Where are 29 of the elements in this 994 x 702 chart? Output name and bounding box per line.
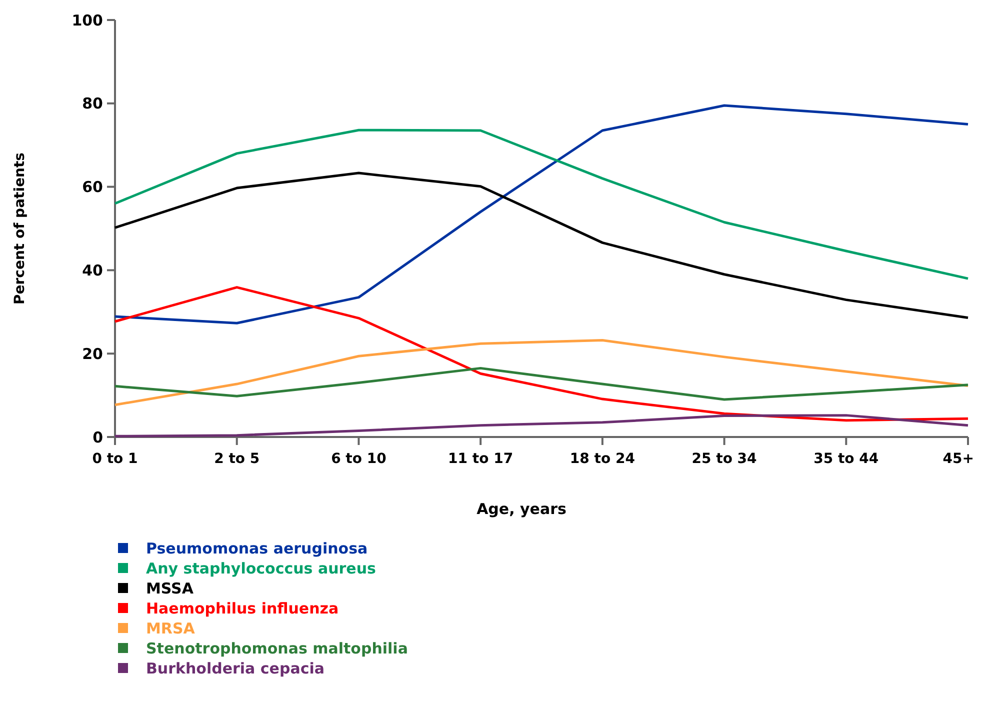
y-tick-label: 100 [72, 11, 103, 30]
x-tick-label: 35 to 44 [814, 451, 879, 467]
legend-label: Stenotrophomonas maltophilia [146, 639, 408, 658]
y-tick-label: 0 [92, 428, 103, 446]
y-tick-label: 80 [82, 94, 103, 113]
x-tick-label: 2 to 5 [214, 451, 260, 467]
x-tick-label: 45+ [942, 451, 974, 467]
legend-label: Haemophilus influenza [146, 599, 339, 618]
legend-label: Any staphylococcus aureus [146, 559, 376, 578]
legend-label: MRSA [146, 619, 196, 638]
line-series [114, 286, 970, 422]
legend-label: Pseumomonas aeruginosa [146, 539, 368, 558]
y-tick-label: 20 [82, 344, 103, 363]
legend-label: Burkholderia cepacia [146, 659, 324, 678]
line-series [114, 172, 970, 319]
y-axis-title: Percent of patients [12, 152, 28, 305]
x-tick-label: 11 to 17 [448, 451, 514, 467]
legend-label: MSSA [146, 579, 194, 598]
x-tick-label: 25 to 34 [692, 451, 758, 467]
line-series [114, 339, 970, 406]
x-axis-title: Age, years [476, 500, 566, 518]
y-tick-label: 60 [82, 178, 103, 196]
line-series [114, 366, 970, 401]
line-series [114, 104, 970, 324]
y-tick-label: 40 [82, 261, 103, 280]
x-tick-label: 6 to 10 [331, 451, 387, 467]
x-tick-label: 18 to 24 [570, 451, 636, 467]
line-series [114, 128, 970, 280]
x-tick-label: 0 to 1 [92, 451, 138, 467]
